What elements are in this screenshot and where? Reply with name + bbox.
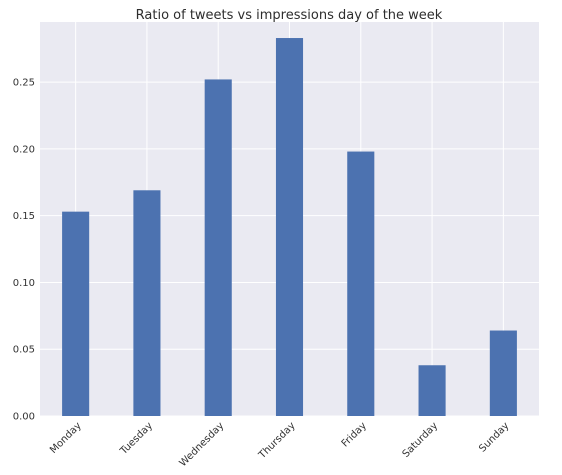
- y-axis-ticks: 0.00 0.05 0.10 0.15 0.20 0.25: [13, 78, 35, 423]
- x-tick-label: Tuesday: [118, 420, 155, 457]
- y-tick-label: 0.00: [13, 412, 35, 423]
- bar-saturday: [419, 365, 446, 416]
- x-tick-label: Wednesday: [178, 420, 227, 469]
- x-tick-label: Monday: [48, 420, 84, 456]
- bar-tuesday: [133, 190, 160, 416]
- x-tick-label: Friday: [340, 420, 369, 449]
- x-tick-label: Saturday: [401, 420, 441, 460]
- x-tick-label: Sunday: [477, 420, 511, 454]
- y-tick-label: 0.15: [13, 211, 35, 222]
- y-tick-label: 0.05: [13, 345, 35, 356]
- bar-wednesday: [205, 79, 232, 416]
- bar-thursday: [276, 38, 303, 416]
- y-tick-label: 0.20: [13, 144, 35, 155]
- x-axis-ticks: Monday Tuesday Wednesday Thursday Friday Satu…: [48, 420, 511, 469]
- y-tick-label: 0.25: [13, 78, 35, 89]
- x-tick-label: Thursday: [256, 420, 297, 461]
- chart-title: Ratio of tweets vs impressions day of th…: [136, 8, 443, 23]
- y-tick-label: 0.10: [13, 278, 35, 289]
- bar-sunday: [490, 331, 517, 416]
- bar-monday: [62, 212, 89, 416]
- bar-friday: [347, 152, 374, 416]
